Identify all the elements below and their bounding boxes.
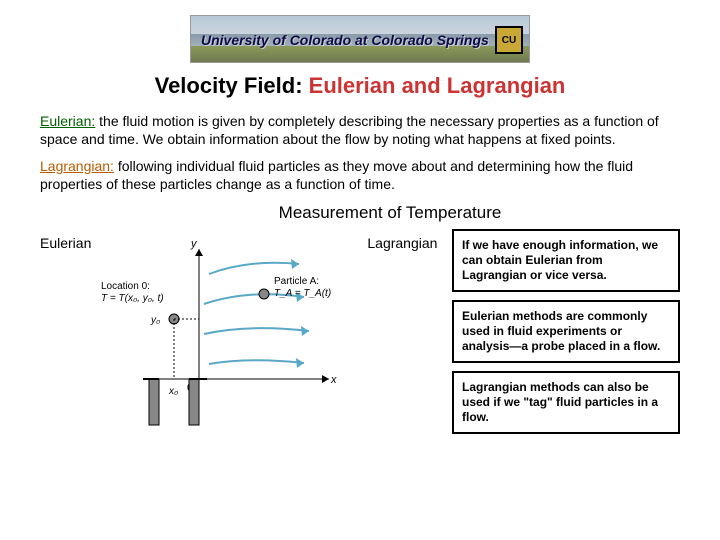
page-title: Velocity Field: Eulerian and Lagrangian	[40, 73, 680, 99]
title-part2: Eulerian and Lagrangian	[309, 73, 566, 98]
banner-grass	[191, 46, 529, 62]
eulerian-paragraph: Eulerian: the fluid motion is given by c…	[40, 113, 680, 148]
lagrangian-paragraph: Lagrangian: following individual fluid p…	[40, 158, 680, 193]
subheading: Measurement of Temperature	[40, 203, 680, 223]
cu-logo-icon: CU	[495, 26, 523, 54]
lagrangian-label: Lagrangian	[367, 229, 437, 251]
banner-text: University of Colorado at Colorado Sprin…	[201, 32, 489, 48]
right-column: If we have enough information, we can ob…	[452, 229, 680, 434]
x-axis-label: x	[330, 374, 337, 386]
particle-eq: T_A = T_A(t)	[274, 288, 331, 299]
diagram-area: Eulerian x y 0 P	[40, 229, 440, 429]
y0-label: y₀	[150, 315, 160, 326]
location-eq: T = T(x₀, y₀, t)	[101, 293, 164, 304]
left-column: Eulerian x y 0 P	[40, 229, 440, 434]
location-label-text: Location 0:	[101, 281, 150, 292]
lagrangian-text: following individual fluid particles as …	[40, 158, 633, 192]
eulerian-label: Eulerian	[40, 229, 91, 251]
eulerian-keyword: Eulerian:	[40, 113, 95, 129]
header-banner: University of Colorado at Colorado Sprin…	[190, 15, 530, 63]
flow-diagram-icon: x y 0 Particle A: T_A = T_A(t)	[99, 229, 359, 429]
lagrangian-keyword: Lagrangian:	[40, 158, 114, 174]
x0-label: x₀	[168, 386, 178, 397]
note-box-3: Lagrangian methods can also be used if w…	[452, 371, 680, 434]
eulerian-text: the fluid motion is given by completely …	[40, 113, 659, 147]
note-box-1: If we have enough information, we can ob…	[452, 229, 680, 292]
content-columns: Eulerian x y 0 P	[40, 229, 680, 434]
y-axis-label: y	[190, 238, 198, 250]
particle-label-text: Particle A:	[274, 276, 319, 287]
title-part1: Velocity Field:	[155, 73, 309, 98]
note-box-2: Eulerian methods are commonly used in fl…	[452, 300, 680, 363]
